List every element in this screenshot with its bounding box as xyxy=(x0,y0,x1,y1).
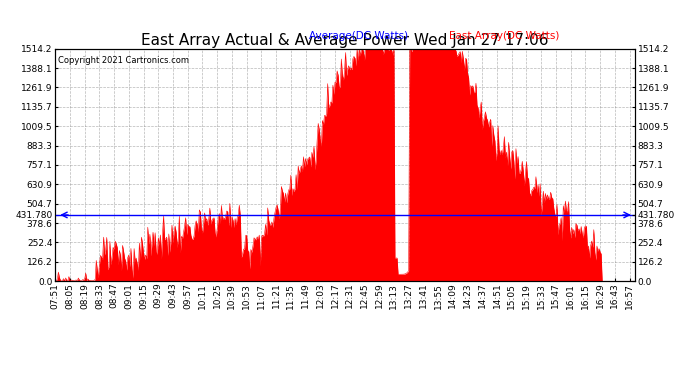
Title: East Array Actual & Average Power Wed Jan 27 17:06: East Array Actual & Average Power Wed Ja… xyxy=(141,33,549,48)
Text: East Array(DC Watts): East Array(DC Watts) xyxy=(448,31,559,40)
Text: Copyright 2021 Cartronics.com: Copyright 2021 Cartronics.com xyxy=(58,56,189,65)
Text: Average(DC Watts): Average(DC Watts) xyxy=(309,31,408,40)
